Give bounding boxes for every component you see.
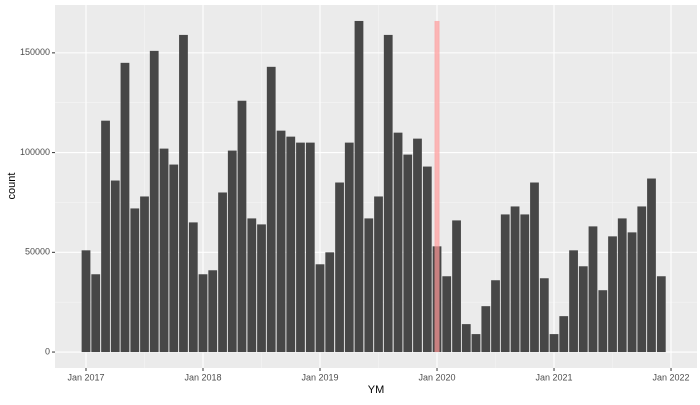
bar bbox=[130, 208, 140, 353]
bar bbox=[491, 280, 500, 353]
bar bbox=[208, 270, 218, 353]
bar bbox=[578, 266, 588, 353]
y-tick-label: 50000 bbox=[25, 247, 50, 257]
bar bbox=[598, 290, 608, 353]
bar bbox=[149, 50, 159, 353]
bar bbox=[364, 218, 374, 353]
bar bbox=[461, 324, 471, 353]
bar bbox=[296, 142, 305, 353]
bar bbox=[140, 196, 149, 353]
bar bbox=[569, 250, 578, 353]
bar bbox=[510, 206, 520, 353]
highlight-bar bbox=[434, 20, 440, 353]
bar bbox=[276, 130, 286, 353]
bar bbox=[549, 334, 559, 353]
bar bbox=[413, 138, 422, 353]
bar bbox=[286, 136, 296, 353]
bar bbox=[110, 180, 120, 353]
bar bbox=[530, 182, 539, 353]
x-axis-title: YM bbox=[368, 384, 385, 396]
bar bbox=[520, 214, 530, 353]
bar bbox=[315, 264, 325, 353]
y-tick-label: 0 bbox=[45, 346, 50, 356]
bar bbox=[179, 34, 188, 353]
bar bbox=[247, 218, 257, 353]
x-tick-label: Jan 2019 bbox=[301, 372, 338, 382]
bar bbox=[374, 196, 383, 353]
bar bbox=[383, 34, 393, 353]
bar bbox=[266, 66, 276, 353]
bar bbox=[91, 274, 101, 353]
bar bbox=[471, 334, 481, 353]
x-tick-label: Jan 2017 bbox=[67, 372, 104, 382]
y-tick-label: 100000 bbox=[20, 147, 50, 157]
bar bbox=[617, 218, 627, 353]
bar bbox=[101, 120, 110, 353]
bar bbox=[198, 274, 208, 353]
x-tick-label: Jan 2022 bbox=[653, 372, 690, 382]
bar bbox=[335, 182, 344, 353]
bar bbox=[325, 252, 335, 353]
bar bbox=[442, 276, 452, 353]
bar bbox=[559, 316, 569, 353]
bar bbox=[188, 222, 198, 353]
bar bbox=[237, 100, 247, 353]
bar bbox=[218, 192, 227, 353]
bar bbox=[656, 276, 666, 353]
bar bbox=[481, 306, 491, 353]
bar bbox=[637, 206, 647, 353]
bar bbox=[608, 236, 617, 353]
bar bbox=[647, 178, 656, 353]
x-tick-label: Jan 2021 bbox=[535, 372, 572, 382]
bar bbox=[588, 226, 598, 353]
bar bbox=[159, 148, 169, 353]
x-tick-label: Jan 2020 bbox=[418, 372, 455, 382]
bar bbox=[227, 150, 237, 353]
bar bbox=[305, 142, 315, 353]
bar bbox=[257, 224, 266, 353]
bar bbox=[354, 20, 364, 353]
bar bbox=[344, 142, 354, 353]
bar bbox=[422, 166, 432, 353]
y-axis-title: count bbox=[6, 173, 18, 200]
bar bbox=[452, 220, 461, 353]
bar bbox=[169, 164, 179, 353]
bar bbox=[539, 278, 549, 353]
bar bbox=[403, 154, 413, 353]
bar bbox=[393, 132, 403, 353]
bar bbox=[500, 214, 510, 353]
bar bbox=[120, 62, 130, 353]
bar bbox=[81, 250, 91, 353]
bar bbox=[627, 232, 637, 353]
x-tick-label: Jan 2018 bbox=[184, 372, 221, 382]
y-tick-label: 150000 bbox=[20, 47, 50, 57]
